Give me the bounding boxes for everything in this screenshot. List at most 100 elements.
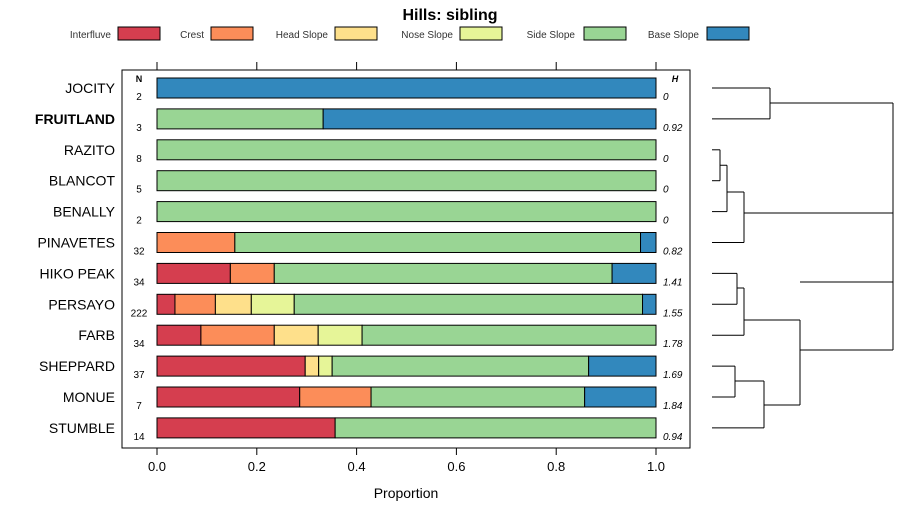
site-label-1: FRUITLAND bbox=[35, 111, 115, 127]
x-tick-label-0: 0.0 bbox=[148, 459, 166, 474]
bar-segment-4-4 bbox=[156, 201, 657, 223]
legend-swatch-4 bbox=[583, 26, 627, 41]
n-value-2: 8 bbox=[136, 154, 142, 165]
bar-segment-1-4 bbox=[156, 108, 324, 130]
bar-segment-10-5 bbox=[584, 386, 657, 408]
bar-segment-9-5 bbox=[588, 355, 657, 377]
h-value-5: 0.82 bbox=[663, 247, 683, 258]
x-axis-title: Proportion bbox=[374, 485, 439, 501]
n-value-9: 37 bbox=[133, 370, 145, 381]
bar-segment-7-4 bbox=[293, 293, 644, 315]
bar-segment-7-5 bbox=[642, 293, 657, 315]
bar-segment-3-4 bbox=[156, 170, 657, 192]
x-tick-label-2: 0.4 bbox=[348, 459, 366, 474]
bar-segment-6-1 bbox=[229, 262, 275, 284]
bar-segment-9-0 bbox=[156, 355, 306, 377]
h-value-2: 0 bbox=[663, 154, 669, 165]
bar-segment-10-1 bbox=[299, 386, 372, 408]
n-value-3: 5 bbox=[136, 185, 142, 196]
h-value-11: 0.94 bbox=[663, 432, 683, 443]
x-tick-label-5: 1.0 bbox=[647, 459, 665, 474]
n-value-7: 222 bbox=[131, 308, 148, 319]
site-label-0: JOCITY bbox=[65, 80, 115, 96]
n-value-0: 2 bbox=[136, 92, 142, 103]
top-axis-ticks bbox=[156, 62, 657, 70]
bar-segment-8-1 bbox=[200, 324, 275, 346]
site-label-6: HIKO PEAK bbox=[40, 265, 116, 281]
legend-label-2: Head Slope bbox=[276, 30, 329, 41]
bar-segment-8-0 bbox=[156, 324, 202, 346]
legend-label-5: Base Slope bbox=[648, 30, 700, 41]
site-label-8: FARB bbox=[78, 327, 115, 343]
x-tick-label-4: 0.8 bbox=[547, 459, 565, 474]
site-label-2: RAZITO bbox=[64, 142, 115, 158]
bar-segment-8-2 bbox=[273, 324, 319, 346]
n-value-11: 14 bbox=[133, 432, 145, 443]
n-value-10: 7 bbox=[136, 401, 142, 412]
n-value-6: 34 bbox=[133, 277, 145, 288]
h-value-0: 0 bbox=[663, 92, 669, 103]
h-value-3: 0 bbox=[663, 185, 669, 196]
n-value-5: 32 bbox=[133, 247, 145, 258]
bar-segment-6-5 bbox=[611, 262, 657, 284]
n-value-8: 34 bbox=[133, 339, 145, 350]
bar-segment-6-0 bbox=[156, 262, 231, 284]
n-value-4: 2 bbox=[136, 216, 142, 227]
bar-segment-6-4 bbox=[273, 262, 613, 284]
site-label-3: BLANCOT bbox=[49, 173, 116, 189]
h-value-9: 1.69 bbox=[663, 370, 683, 381]
h-value-10: 1.84 bbox=[663, 401, 683, 412]
plot-frame bbox=[121, 69, 691, 449]
bar-segment-2-4 bbox=[156, 139, 657, 161]
site-label-9: SHEPPARD bbox=[39, 358, 115, 374]
legend-swatch-2 bbox=[334, 26, 378, 41]
bar-segment-5-4 bbox=[234, 232, 642, 253]
legend-swatch-3 bbox=[459, 26, 503, 41]
legend-swatch-0 bbox=[117, 26, 161, 41]
h-value-1: 0.92 bbox=[663, 123, 683, 134]
bar-segment-5-5 bbox=[640, 232, 657, 253]
site-label-10: MONUE bbox=[63, 389, 115, 405]
bar-segment-7-1 bbox=[174, 293, 216, 315]
bar-segment-11-4 bbox=[334, 417, 657, 439]
x-axis: 0.0 0.2 0.4 0.6 0.8 1.0 bbox=[148, 448, 665, 474]
bar-segment-8-4 bbox=[361, 324, 657, 346]
n-column-header: N bbox=[136, 74, 143, 84]
x-tick-label-3: 0.6 bbox=[447, 459, 465, 474]
site-label-5: PINAVETES bbox=[37, 235, 115, 251]
bar-segment-10-4 bbox=[370, 386, 586, 408]
h-value-6: 1.41 bbox=[663, 277, 682, 288]
h-column-header: H bbox=[672, 74, 679, 84]
bars bbox=[156, 77, 657, 439]
bar-segment-7-0 bbox=[156, 293, 176, 315]
n-value-1: 3 bbox=[136, 123, 142, 134]
bar-segment-1-5 bbox=[322, 108, 657, 130]
site-label-7: PERSAYO bbox=[48, 296, 115, 312]
bar-segment-8-3 bbox=[317, 324, 363, 346]
h-value-8: 1.78 bbox=[663, 339, 683, 350]
legend-label-0: Interfluve bbox=[70, 30, 112, 41]
legend-swatch-5 bbox=[706, 26, 750, 41]
bar-segment-7-2 bbox=[214, 293, 252, 315]
x-tick-label-1: 0.2 bbox=[248, 459, 266, 474]
row-labels: JOCITY 2 0 FRUITLAND 3 0.92 RAZITO 8 0 BLANCOT 5 0 B… bbox=[35, 80, 683, 443]
chart-title: Hills: sibling bbox=[402, 7, 497, 24]
legend-label-4: Side Slope bbox=[527, 30, 576, 41]
legend: Interfluve Crest Head Slope Nose Slope Side … bbox=[70, 26, 750, 41]
bar-segment-10-0 bbox=[156, 386, 301, 408]
site-label-11: STUMBLE bbox=[49, 420, 115, 436]
bar-segment-7-3 bbox=[250, 293, 295, 315]
site-label-4: BENALLY bbox=[53, 204, 116, 220]
bar-segment-9-2 bbox=[304, 355, 320, 377]
h-value-7: 1.55 bbox=[663, 308, 683, 319]
bar-segment-9-3 bbox=[318, 355, 333, 377]
bar-segment-5-1 bbox=[156, 232, 236, 253]
legend-label-1: Crest bbox=[180, 30, 204, 41]
bar-segment-11-0 bbox=[156, 417, 336, 439]
legend-label-3: Nose Slope bbox=[401, 30, 453, 41]
legend-swatch-1 bbox=[210, 26, 254, 41]
h-value-4: 0 bbox=[663, 216, 669, 227]
bar-segment-0-5 bbox=[156, 77, 657, 99]
dendrogram bbox=[712, 87, 894, 429]
